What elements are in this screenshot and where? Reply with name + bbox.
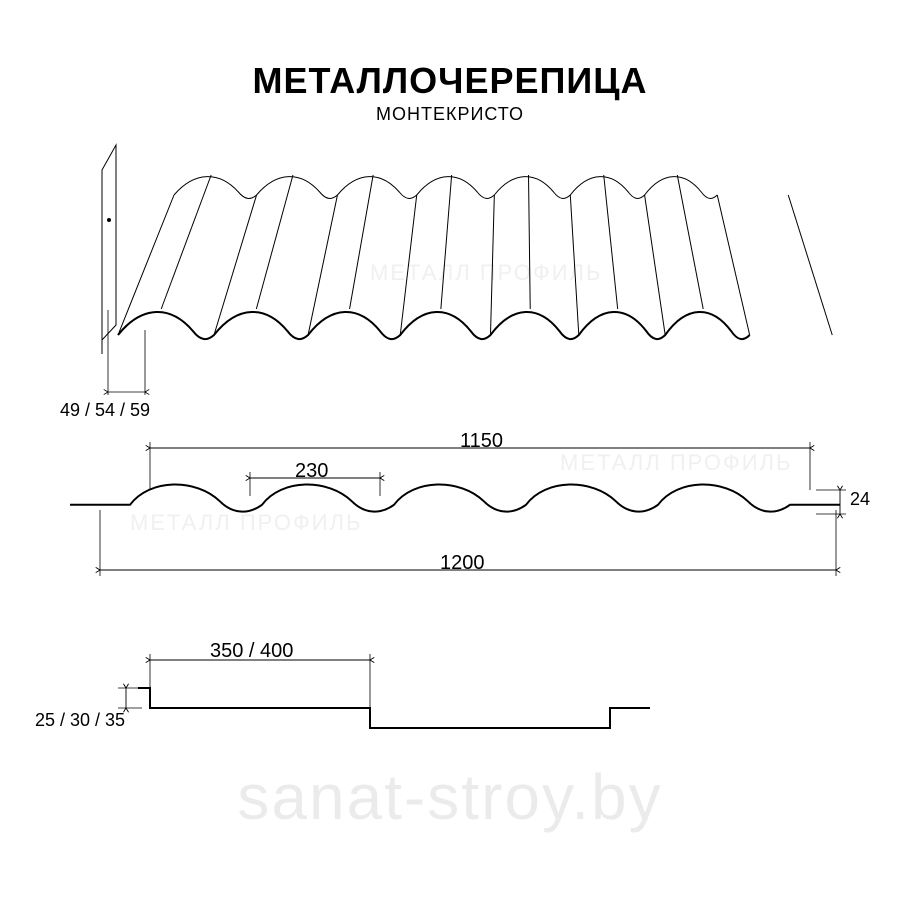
- dim-24: 24: [850, 489, 870, 510]
- depth-label: 49 / 54 / 59: [60, 400, 150, 421]
- dim-1150: 1150: [460, 430, 503, 453]
- dim-230: 230: [295, 460, 328, 483]
- watermark-domain: sanat-stroy.by: [237, 760, 662, 834]
- dim-step-rise: 25 / 30 / 35: [35, 710, 125, 731]
- step-section-drawing: [0, 620, 900, 780]
- dim-1200: 1200: [440, 552, 485, 575]
- cross-section-drawing: [0, 420, 900, 620]
- perspective-drawing: [0, 0, 900, 420]
- dim-step-length: 350 / 400: [210, 640, 293, 663]
